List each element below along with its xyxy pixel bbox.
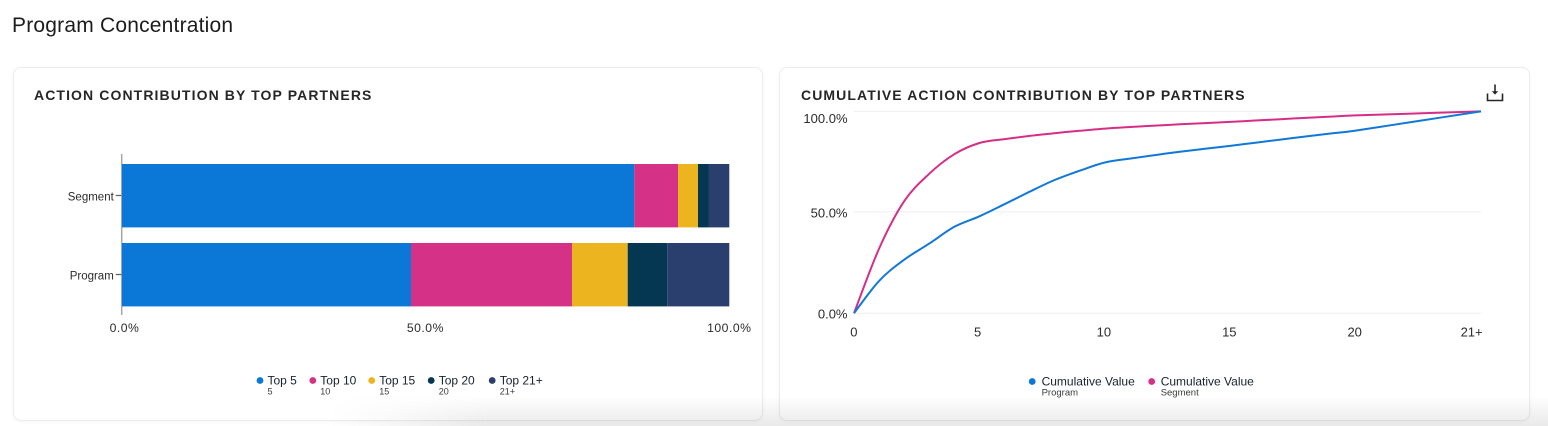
svg-text:Top 15: Top 15 [379,374,415,388]
svg-text:Segment: Segment [68,192,115,204]
svg-text:20: 20 [1347,325,1361,340]
svg-text:50.0%: 50.0% [811,206,848,221]
svg-text:5: 5 [974,325,981,340]
svg-text:15: 15 [1222,325,1236,340]
svg-text:5: 5 [268,387,273,397]
svg-text:50.0%: 50.0% [407,321,444,335]
svg-text:0.0%: 0.0% [110,321,140,335]
svg-text:10: 10 [320,387,330,397]
svg-text:10: 10 [1097,325,1111,340]
svg-text:Top 5: Top 5 [268,374,298,388]
svg-text:Program: Program [1042,388,1079,399]
svg-text:Segment: Segment [1161,388,1199,399]
svg-text:Top 10: Top 10 [320,374,356,388]
svg-text:15: 15 [379,387,389,397]
svg-text:20: 20 [439,387,449,397]
svg-text:21+: 21+ [1461,325,1483,340]
svg-text:Cumulative Value: Cumulative Value [1042,375,1135,389]
svg-text:Program: Program [70,271,114,283]
svg-text:Top 21+: Top 21+ [500,374,543,388]
svg-text:0.0%: 0.0% [818,307,848,322]
svg-text:21+: 21+ [500,387,515,397]
svg-text:Top 20: Top 20 [439,374,475,388]
svg-text:0: 0 [850,325,857,340]
svg-text:100.0%: 100.0% [707,321,751,335]
svg-text:Cumulative Value: Cumulative Value [1161,375,1254,389]
svg-text:100.0%: 100.0% [803,111,848,126]
